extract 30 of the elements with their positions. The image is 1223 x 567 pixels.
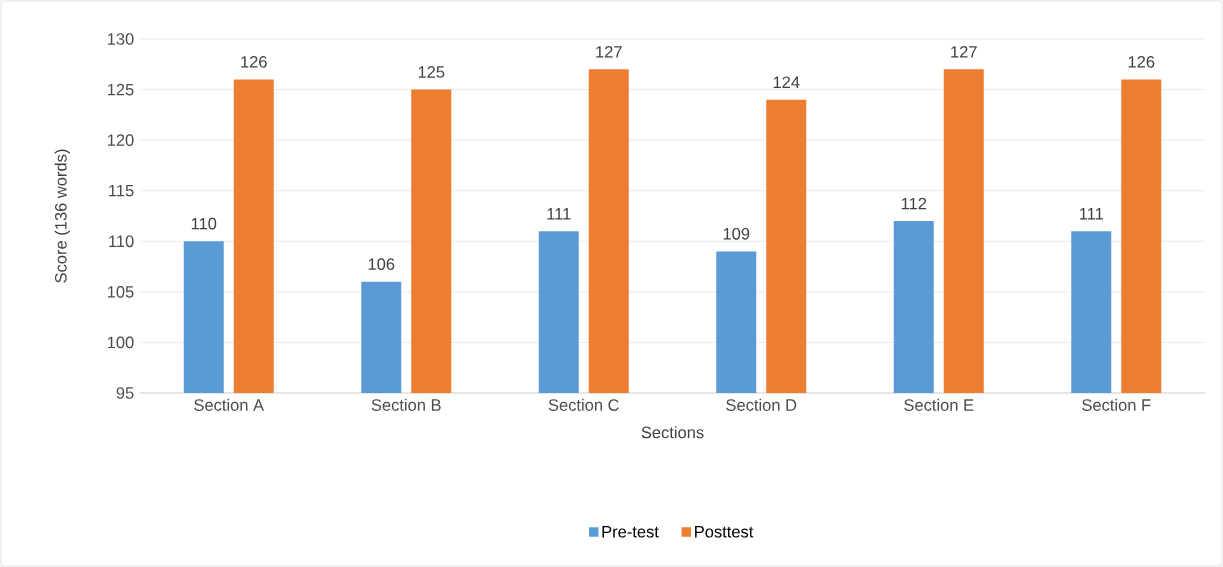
y-tick-label: 120 <box>107 134 134 146</box>
data-label: 106 <box>368 258 395 270</box>
x-tick-label: Section E <box>904 398 974 411</box>
data-label: 112 <box>901 197 927 210</box>
data-label: 109 <box>723 227 750 240</box>
legend-label: Pre-test <box>602 526 659 538</box>
data-label: 127 <box>951 46 977 58</box>
y-axis-title: Score (136 words) <box>54 149 70 283</box>
x-tick-label: Section B <box>371 398 441 411</box>
data-label: 111 <box>1079 208 1103 220</box>
y-tick-label: 130 <box>107 33 134 45</box>
legend-label: Posttest <box>695 526 754 538</box>
data-label: 124 <box>773 76 800 88</box>
data-label: 126 <box>1128 56 1155 68</box>
x-tick-label: Section D <box>726 398 797 411</box>
y-tick-label: 100 <box>107 336 134 349</box>
data-label: 126 <box>241 56 267 68</box>
data-label: 127 <box>596 46 622 58</box>
data-label: 110 <box>191 217 217 230</box>
data-label: 111 <box>547 208 571 220</box>
y-tick-label: 110 <box>109 235 134 248</box>
x-tick-label: Section A <box>194 398 265 411</box>
y-tick-label: 105 <box>107 286 134 298</box>
y-tick-label: 125 <box>107 83 134 96</box>
x-axis-title: Sections <box>641 426 704 439</box>
data-label: 125 <box>418 66 445 78</box>
y-tick-label: 95 <box>116 387 134 399</box>
x-tick-label: Section C <box>548 398 619 411</box>
y-tick-label: 115 <box>109 184 134 197</box>
x-tick-label: Section F <box>1082 398 1151 411</box>
